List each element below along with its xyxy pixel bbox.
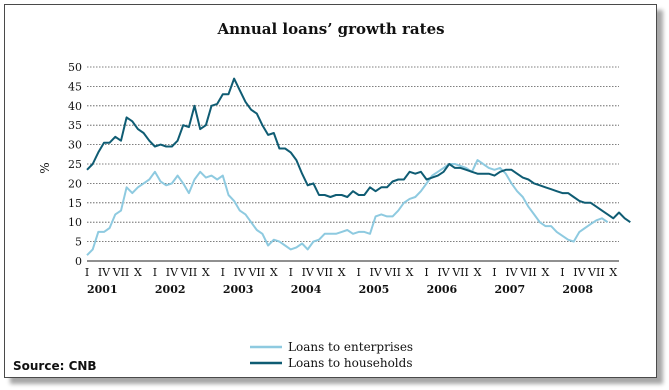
x-tick-label: VII xyxy=(247,266,265,279)
y-tick-label: 50 xyxy=(68,61,82,74)
y-tick-label: 25 xyxy=(68,158,82,171)
x-tick-label: VII xyxy=(315,266,333,279)
y-tick-label: 15 xyxy=(68,197,82,210)
year-label: 2004 xyxy=(291,283,322,296)
x-tick-label: IV xyxy=(573,266,586,279)
x-tick-label: IV xyxy=(98,266,111,279)
x-tick-label: X xyxy=(338,266,346,279)
x-tick-label: I xyxy=(492,266,496,279)
x-tick-label: X xyxy=(202,266,210,279)
x-tick-label: VII xyxy=(519,266,537,279)
x-tick-label: IV xyxy=(505,266,518,279)
x-tick-label: I xyxy=(221,266,225,279)
series-lines xyxy=(86,77,631,256)
x-tick-label: IV xyxy=(302,266,315,279)
x-tick-label: I xyxy=(289,266,293,279)
x-tick-label: I xyxy=(424,266,428,279)
y-tick-label: 45 xyxy=(68,80,82,93)
x-tick-label: X xyxy=(134,266,142,279)
x-tick-label: VII xyxy=(587,266,605,279)
x-tick-label: IV xyxy=(437,266,450,279)
x-tick-label: X xyxy=(474,266,482,279)
y-tick-label: 10 xyxy=(68,216,82,229)
y-tick-label: 0 xyxy=(75,255,82,268)
x-tick-label: IV xyxy=(234,266,247,279)
x-tick-label: X xyxy=(270,266,278,279)
y-tick-label: 20 xyxy=(68,177,82,190)
x-tick-label: VII xyxy=(451,266,469,279)
y-tick-labels: 0 5 10 15 20 25 30 35 40 45 50 xyxy=(68,61,82,268)
year-label: 2002 xyxy=(155,283,186,296)
year-label: 2003 xyxy=(223,283,254,296)
year-label: 2001 xyxy=(87,283,118,296)
chart-frame: Annual loans’ growth rates 0 5 10 15 20 25 30 3… xyxy=(4,4,657,378)
x-tick-label: VII xyxy=(383,266,401,279)
legend-label-enterprises: Loans to enterprises xyxy=(288,340,413,354)
y-tick-label: 35 xyxy=(68,119,82,132)
year-label: 2005 xyxy=(359,283,390,296)
line-chart: Annual loans’ growth rates 0 5 10 15 20 25 30 3… xyxy=(13,20,631,373)
y-tick-label: 5 xyxy=(75,236,82,249)
x-tick-label: VII xyxy=(180,266,198,279)
x-tick-label: X xyxy=(406,266,414,279)
grid-lines xyxy=(87,66,619,262)
series-line-enterprises xyxy=(86,159,609,256)
year-label: 2008 xyxy=(562,283,593,296)
source-note: Source: CNB xyxy=(13,359,97,373)
chart-title: Annual loans’ growth rates xyxy=(216,20,444,38)
x-tick-label: VII xyxy=(112,266,130,279)
x-tick-label: X xyxy=(609,266,617,279)
x-tick-label: X xyxy=(542,266,550,279)
legend: Loans to enterprises Loans to households xyxy=(250,340,413,370)
x-tick-label: I xyxy=(356,266,360,279)
legend-label-households: Loans to households xyxy=(288,356,412,370)
x-tick-label: IV xyxy=(166,266,179,279)
x-tick-labels: I IV VII X I IV VII X I IV VII X I IV VII X I IV VII X I IV VI… xyxy=(85,266,618,279)
year-label: 2007 xyxy=(494,283,525,296)
year-labels: 2001 2002 2003 2004 2005 2006 2007 2008 xyxy=(87,283,593,296)
x-tick-label: IV xyxy=(369,266,382,279)
year-label: 2006 xyxy=(427,283,458,296)
x-tick-label: I xyxy=(560,266,564,279)
x-tick-label: I xyxy=(153,266,157,279)
y-tick-label: 40 xyxy=(68,100,82,113)
x-tick-label: I xyxy=(85,266,89,279)
y-axis-label: % xyxy=(38,162,52,173)
y-tick-label: 30 xyxy=(68,139,82,152)
series-line-households xyxy=(86,77,631,224)
